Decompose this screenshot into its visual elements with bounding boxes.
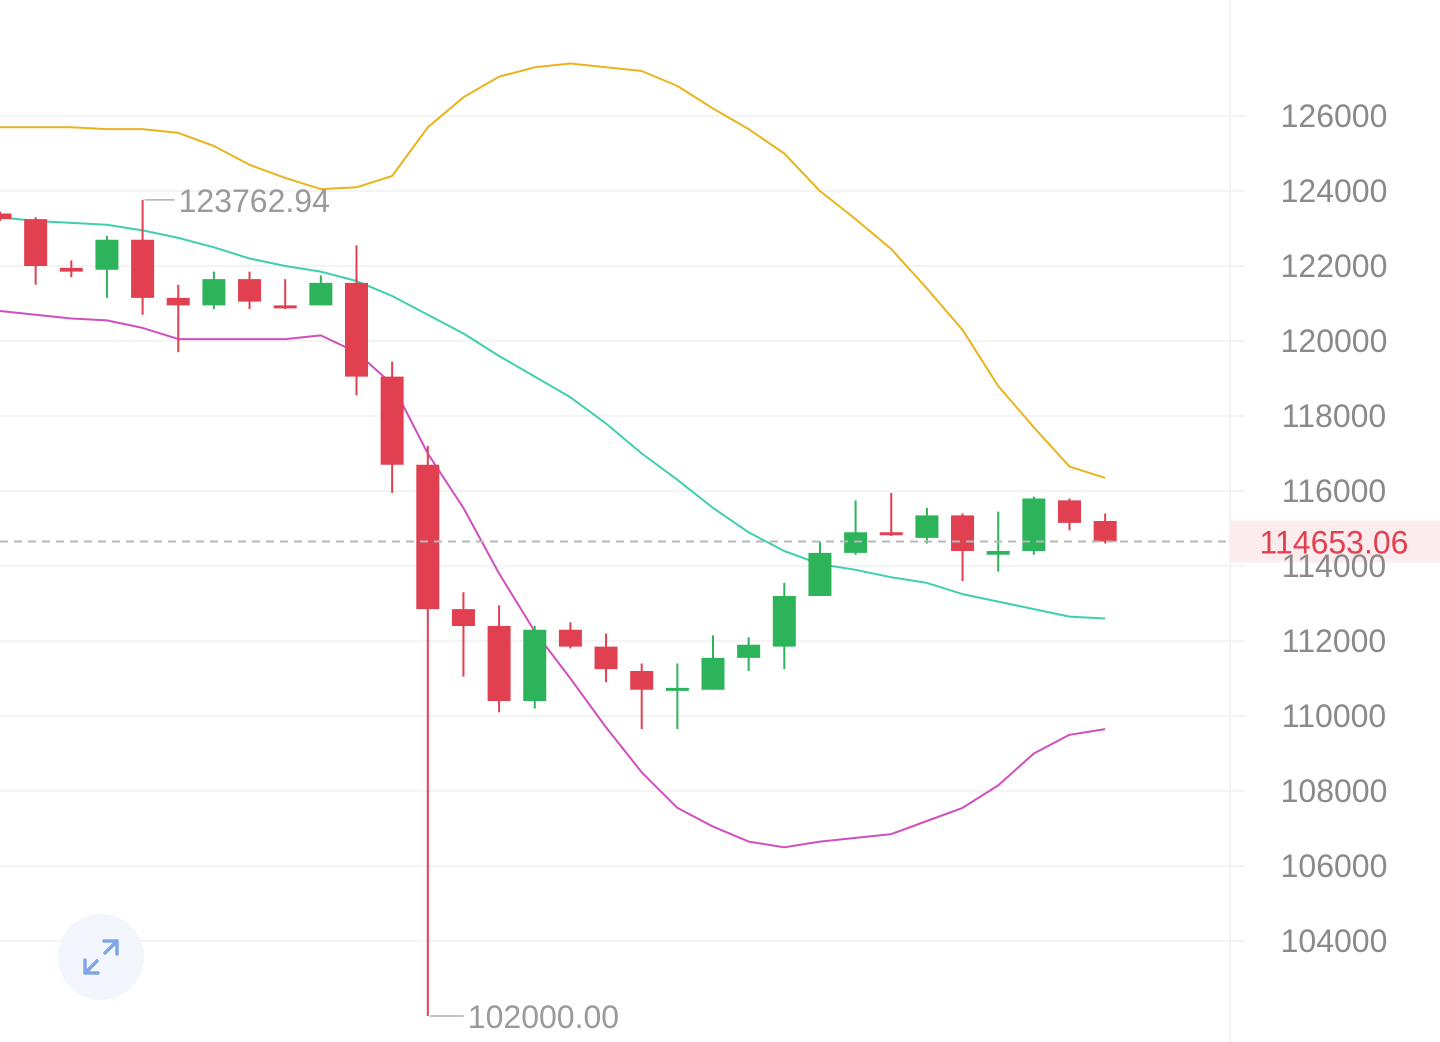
candle[interactable]: [95, 236, 119, 298]
expand-arrows-icon: [83, 939, 119, 975]
candle[interactable]: [309, 275, 333, 306]
candle-body: [701, 657, 725, 690]
candle-body: [0, 213, 12, 220]
y-tick-label: 118000: [1282, 398, 1386, 434]
candle-body: [380, 376, 404, 465]
candle[interactable]: [951, 513, 975, 582]
candle-body: [986, 551, 1010, 555]
candle-body: [451, 609, 475, 626]
candle[interactable]: [772, 582, 796, 670]
y-tick-label: 122000: [1281, 248, 1388, 284]
upper-band-line: [0, 62, 1106, 479]
low-annotation-label: 102000.00: [468, 999, 619, 1035]
candle-body: [808, 552, 832, 596]
candle[interactable]: [273, 279, 297, 310]
candle[interactable]: [59, 260, 83, 278]
candle[interactable]: [345, 245, 368, 396]
candle[interactable]: [594, 633, 618, 683]
candle-body: [59, 267, 83, 272]
middle-band-line: [0, 216, 1106, 620]
candle[interactable]: [451, 592, 475, 677]
candle-body: [24, 219, 48, 266]
candle[interactable]: [915, 507, 939, 544]
y-tick-label: 110000: [1282, 698, 1386, 734]
candle[interactable]: [737, 637, 761, 671]
candle-body: [879, 532, 903, 536]
candle[interactable]: [844, 500, 868, 555]
candle-body: [772, 596, 796, 647]
candle-body: [558, 629, 582, 647]
candle[interactable]: [665, 663, 689, 730]
candle[interactable]: [238, 271, 262, 310]
candle[interactable]: [202, 271, 226, 310]
candle-body: [737, 644, 761, 658]
candle-body: [131, 239, 155, 298]
candle-body: [487, 626, 511, 701]
y-tick-label: 120000: [1281, 323, 1388, 359]
y-tick-label: 116000: [1282, 473, 1386, 509]
candle[interactable]: [416, 446, 440, 1016]
candle-body: [273, 305, 297, 309]
candle-body: [309, 282, 333, 306]
y-axis: 126000 124000 122000 120000 118000 116000 1140…: [1281, 98, 1388, 959]
candle[interactable]: [380, 361, 404, 493]
candles[interactable]: [0, 199, 1117, 1016]
lower-band-line: [0, 310, 1106, 849]
candle[interactable]: [1093, 513, 1117, 544]
candle-body: [416, 464, 440, 610]
candle-body: [1022, 498, 1046, 551]
candle[interactable]: [24, 217, 48, 285]
current-price-marker: 114653.06: [0, 520, 1440, 563]
current-price-label-bg: [1230, 520, 1440, 563]
candle-body: [1058, 500, 1081, 523]
candle-body: [1093, 521, 1117, 542]
y-tick-label: 126000: [1281, 98, 1388, 134]
candle[interactable]: [630, 663, 654, 730]
candle[interactable]: [523, 626, 547, 709]
bollinger-bands: [0, 62, 1106, 849]
candle-body: [523, 629, 547, 701]
candle[interactable]: [487, 605, 511, 713]
candle[interactable]: [701, 635, 725, 690]
current-price-label: 114653.06: [1260, 525, 1409, 561]
y-tick-label: 114000: [1282, 548, 1386, 584]
y-tick-label: 106000: [1281, 848, 1388, 884]
y-tick-label: 104000: [1281, 923, 1388, 959]
candle[interactable]: [1058, 498, 1081, 531]
candle[interactable]: [166, 284, 190, 353]
candle-body: [844, 532, 868, 553]
candle[interactable]: [558, 622, 582, 649]
candle[interactable]: [131, 199, 155, 315]
candle-body: [665, 687, 689, 691]
y-tick-label: 124000: [1281, 173, 1388, 209]
candle-body: [202, 279, 226, 306]
candle[interactable]: [808, 541, 832, 596]
candle[interactable]: [879, 492, 903, 536]
candle-body: [630, 671, 654, 690]
candle[interactable]: [0, 211, 12, 221]
y-tick-label: 112000: [1282, 623, 1386, 659]
high-annotation-label: 123762.94: [179, 183, 330, 219]
y-tick-label: 108000: [1281, 773, 1388, 809]
candle-body: [915, 515, 939, 538]
candle-body: [345, 282, 368, 377]
grid-lines: [0, 115, 1245, 942]
expand-button[interactable]: [58, 914, 144, 1000]
candle[interactable]: [1022, 496, 1046, 555]
candle-body: [238, 279, 262, 302]
candle-body: [95, 239, 119, 270]
candle-body: [951, 515, 975, 551]
extreme-annotations: 123762.94 102000.00: [144, 183, 619, 1035]
candle-body: [594, 646, 618, 670]
candle-body: [166, 297, 190, 306]
